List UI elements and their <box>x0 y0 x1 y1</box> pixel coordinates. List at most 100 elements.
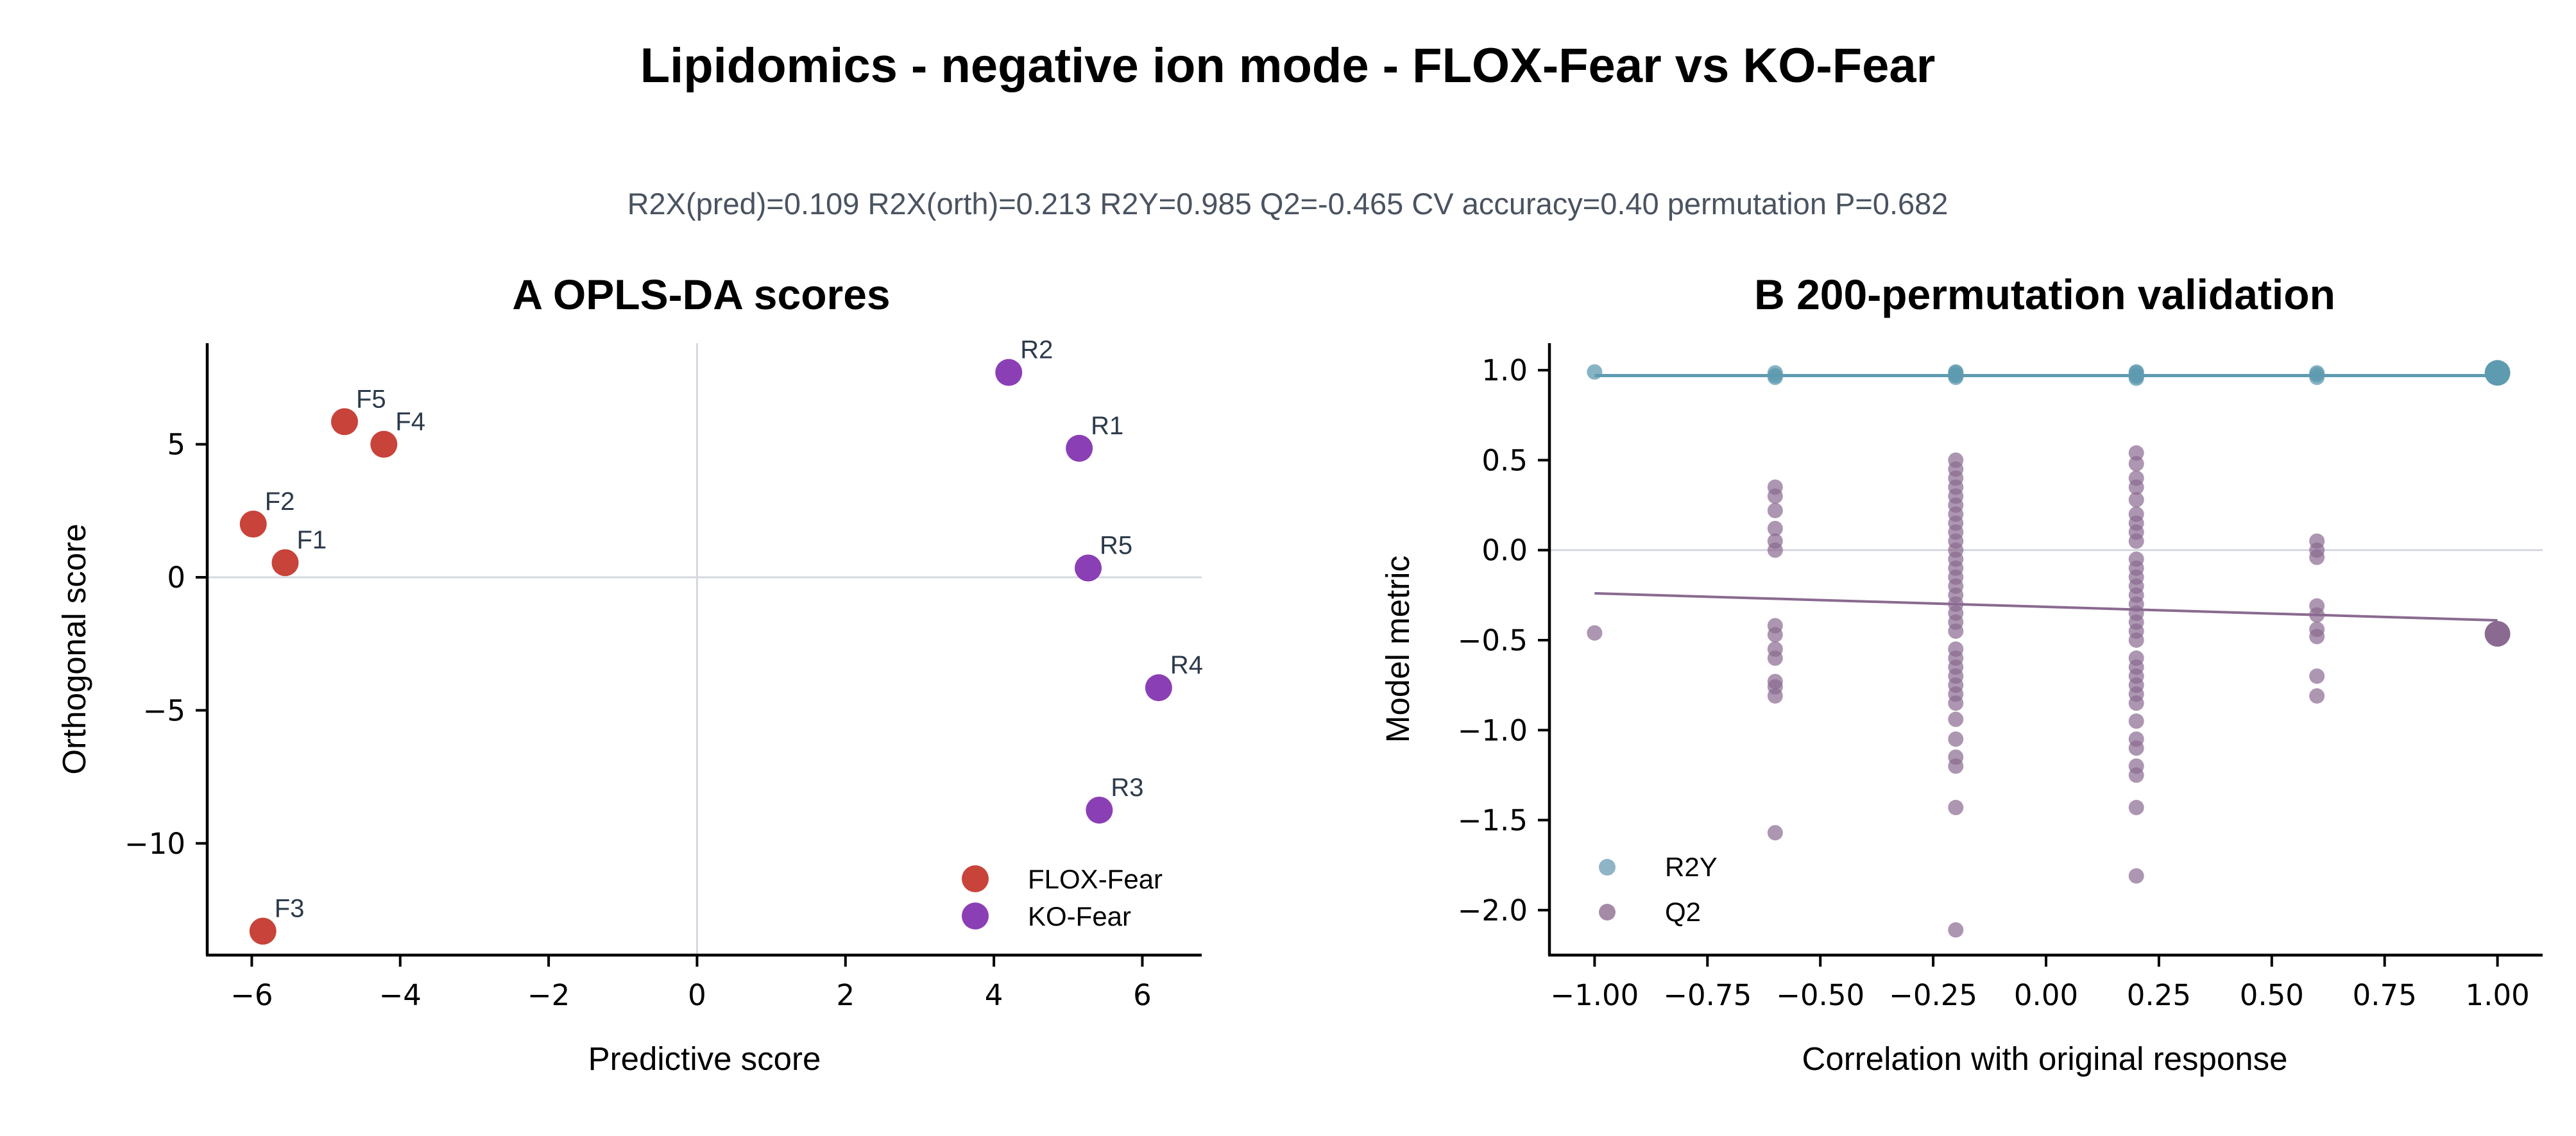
r2y-point <box>2309 365 2325 381</box>
q2-point <box>2128 740 2144 756</box>
q2-point <box>1948 758 1964 774</box>
panel-a-points <box>239 359 1172 945</box>
point-label-r1: R1 <box>1091 412 1123 440</box>
y-tick-label: 0 <box>167 561 185 595</box>
x-tick-label: −6 <box>230 978 273 1012</box>
x-tick-label: 0.00 <box>2014 978 2078 1012</box>
x-tick-label: −0.75 <box>1663 978 1752 1012</box>
score-point-r5 <box>1075 554 1102 582</box>
point-label-f5: F5 <box>356 385 386 413</box>
score-point-r4 <box>1145 674 1172 702</box>
q2-point <box>1767 542 1783 558</box>
panel-b-q2-points <box>1587 445 2325 938</box>
x-tick-label: −0.50 <box>1776 978 1864 1012</box>
q2-point <box>1948 711 1964 727</box>
q2-point <box>2128 492 2144 508</box>
legend-label-ko: KO-Fear <box>1028 901 1131 931</box>
score-point-f2 <box>239 511 267 538</box>
q2-point <box>1948 623 1964 639</box>
q2-point <box>2128 713 2144 729</box>
q2-point <box>2128 868 2144 884</box>
panel-b-original-model <box>2484 360 2511 647</box>
model-metrics: R2X(pred)=0.109 R2X(orth)=0.213 R2Y=0.98… <box>627 187 1949 221</box>
score-point-f4 <box>370 430 398 458</box>
point-label-f3: F3 <box>275 895 305 923</box>
q2-point <box>2309 629 2325 645</box>
panel-a-y-label: Orthogonal score <box>56 523 92 774</box>
q2-point <box>2128 455 2144 471</box>
y-tick-label: −1.0 <box>1458 713 1528 747</box>
point-label-f2: F2 <box>265 487 295 516</box>
score-point-f3 <box>249 917 277 945</box>
original-q2-point <box>2484 621 2511 647</box>
score-point-r3 <box>1086 796 1113 824</box>
x-tick-label: −2 <box>527 978 570 1012</box>
q2-point <box>2128 799 2144 815</box>
score-point-f5 <box>330 408 358 436</box>
y-tick-label: −2.0 <box>1458 894 1528 928</box>
panel-a-x-label: Predictive score <box>588 1040 821 1077</box>
r2y-point <box>1587 364 1603 380</box>
point-label-r3: R3 <box>1111 774 1143 802</box>
panel-b-x-ticks: −1.00 −0.75 −0.50 −0.25 0.00 0.25 0.50 0.75 1.00 <box>1550 955 2530 1012</box>
x-tick-label: 1.00 <box>2466 978 2530 1012</box>
q2-point <box>1767 688 1783 704</box>
x-tick-label: 0.75 <box>2353 978 2417 1012</box>
q2-point <box>2128 632 2144 648</box>
y-tick-label: 5 <box>167 428 185 462</box>
panel-b-x-label: Correlation with original response <box>1802 1040 2288 1077</box>
legend-marker-flox <box>962 865 989 892</box>
x-tick-label: 4 <box>985 978 1003 1012</box>
x-tick-label: −0.25 <box>1889 978 1977 1012</box>
q2-point <box>1948 695 1964 711</box>
x-tick-label: 6 <box>1133 978 1152 1012</box>
q2-point <box>2309 688 2325 704</box>
q2-point <box>2309 668 2325 684</box>
y-tick-label: −10 <box>124 827 185 861</box>
x-tick-label: 0 <box>688 978 706 1012</box>
legend-label-flox: FLOX-Fear <box>1028 864 1163 894</box>
r2y-point <box>1767 369 1783 386</box>
q2-point <box>1767 627 1783 643</box>
figure-title: Lipidomics - negative ion mode - FLOX-Fe… <box>640 38 1936 93</box>
point-label-f1: F1 <box>296 526 327 554</box>
panel-a-title: A OPLS-DA scores <box>512 271 890 318</box>
panel-b-permutation: B 200-permutation validation −1.00 −0.75−… <box>1379 271 2543 1077</box>
x-tick-label: 0.25 <box>2127 978 2191 1012</box>
q2-point <box>1767 650 1783 666</box>
q2-point <box>2128 767 2144 783</box>
point-label-r4: R4 <box>1170 651 1203 679</box>
q2-point <box>2309 549 2325 565</box>
legend-marker-r2y <box>1599 859 1616 876</box>
q2-point <box>1587 625 1603 641</box>
panel-b-trend-lines <box>1594 374 2498 622</box>
panel-b-y-label: Model metric <box>1379 555 1416 743</box>
q2-point <box>2128 479 2144 495</box>
point-label-f4: F4 <box>395 408 425 436</box>
score-point-f1 <box>271 549 299 577</box>
x-tick-label: 0.50 <box>2240 978 2304 1012</box>
panel-b-y-ticks: 1.0 0.5 0.0 −0.5 −1.0 −1.5 −2.0 <box>1458 353 1549 928</box>
panel-a-legend: FLOX-Fear KO-Fear <box>962 864 1163 931</box>
legend-marker-ko <box>962 903 989 929</box>
q2-point <box>1767 488 1783 504</box>
y-tick-label: 0.5 <box>1481 443 1528 477</box>
point-label-r2: R2 <box>1020 336 1053 364</box>
r2y-point <box>1948 364 1964 380</box>
score-point-r1 <box>1066 434 1093 462</box>
q2-point <box>1948 731 1964 747</box>
panel-b-legend: R2Y Q2 <box>1599 852 1718 927</box>
x-tick-label: 2 <box>836 978 855 1012</box>
q2-point <box>2128 445 2144 461</box>
point-label-r5: R5 <box>1100 531 1132 559</box>
y-tick-label: 1.0 <box>1481 353 1528 387</box>
y-tick-label: −1.5 <box>1458 804 1528 838</box>
q2-point <box>1948 799 1964 815</box>
legend-label-q2: Q2 <box>1665 897 1701 927</box>
q2-point <box>1948 922 1964 938</box>
x-tick-label: −1.00 <box>1550 978 1639 1012</box>
panel-a-reference-lines <box>207 343 1202 955</box>
panel-a-x-ticks: −6 −4 −2 0 2 4 6 <box>230 955 1152 1012</box>
